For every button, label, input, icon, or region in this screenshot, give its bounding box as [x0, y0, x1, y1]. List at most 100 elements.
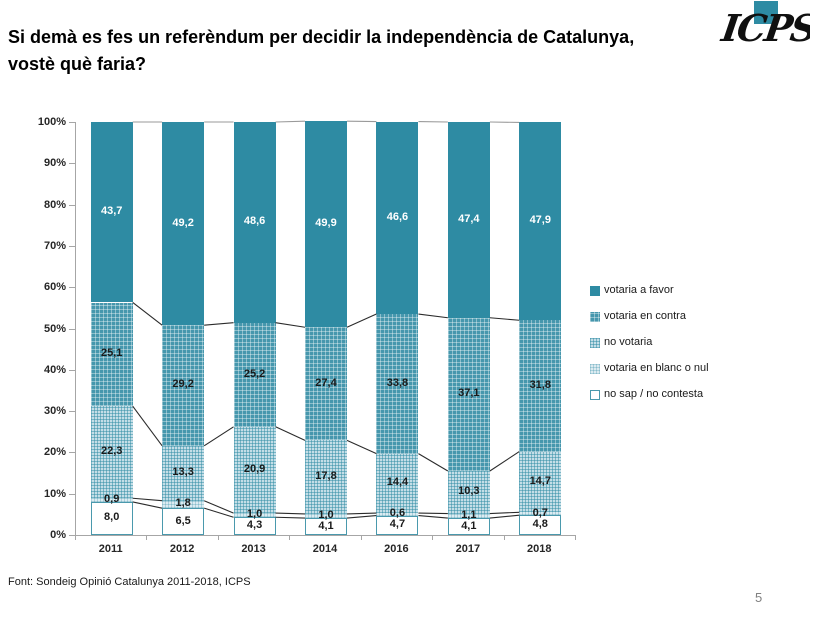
bar-segment-contra — [90, 302, 133, 407]
legend-item: votaria a favor — [590, 285, 709, 296]
series-line — [275, 120, 306, 123]
bar-segment-contra — [519, 320, 562, 452]
bar-segment-novotaria — [519, 451, 562, 513]
series-line — [418, 453, 449, 472]
bar-segment-contra — [162, 325, 205, 446]
bar-segment-novotaria — [305, 440, 347, 514]
logo-accent-square — [754, 1, 778, 24]
series-line — [489, 511, 520, 515]
series-line — [132, 501, 163, 509]
source-note: Font: Sondeig Opinió Catalunya 2011-2018… — [8, 576, 251, 588]
series-line — [203, 500, 234, 514]
x-tick-mark — [360, 536, 362, 540]
series-line — [346, 512, 377, 515]
bar-segment-nosap — [447, 518, 490, 535]
legend-item: votaria en contra — [590, 311, 709, 322]
y-tick-label: 50% — [43, 322, 66, 335]
page-number: 5 — [755, 590, 763, 605]
x-tick-mark — [146, 536, 148, 540]
bar-segment-contra — [447, 317, 490, 471]
y-tick-label: 30% — [43, 405, 66, 418]
y-tick-label: 90% — [43, 157, 66, 170]
y-tick-mark — [69, 122, 75, 123]
logo-text: ICPS — [718, 6, 810, 50]
x-tick-label: 2018 — [527, 543, 552, 555]
y-tick-label: 100% — [37, 116, 66, 128]
bar-segment-nosap — [233, 517, 276, 535]
x-tick-label: 2011 — [98, 543, 123, 555]
bar-segment-blanc — [233, 513, 276, 518]
series-line — [203, 507, 234, 518]
bar-segment-favor — [90, 122, 133, 303]
y-tick-mark — [69, 287, 75, 289]
y-tick-label: 60% — [43, 281, 66, 294]
bar-segment-contra — [376, 314, 419, 454]
y-tick-mark — [69, 328, 75, 330]
y-tick-mark — [69, 535, 75, 536]
bar-segment-favor — [447, 122, 490, 318]
x-tick-mark — [503, 536, 505, 540]
series-line — [489, 317, 520, 321]
plot-area: 8,0 6,5 4,3 4,1 4,7 4,1 4,8 0,9 1,8 1,0 1,0 0,6 1,1 0… — [75, 120, 576, 536]
bar-segment-novotaria — [233, 426, 276, 514]
bar-segment-nosap — [519, 515, 562, 535]
legend-item-label: votaria en contra — [604, 310, 686, 322]
slide-title-line2: vostè què faria? — [8, 54, 147, 74]
legend-item: no sap / no contesta — [590, 389, 709, 400]
legend: votaria a favor votaria en contra no votar… — [590, 285, 709, 400]
x-tick-label: 2013 — [241, 543, 266, 555]
bar-segment-blanc — [376, 513, 419, 516]
y-tick-label: 20% — [43, 446, 66, 459]
y-tick-label: 10% — [43, 487, 66, 500]
bar-segment-contra — [233, 322, 276, 427]
bar-segment-favor — [162, 122, 205, 326]
legend-swatch-nosap — [590, 389, 600, 400]
bar-segment-favor — [519, 122, 562, 321]
bar-segment-blanc — [447, 513, 490, 519]
icps-logo: ICPS — [718, 1, 810, 50]
legend-item-label: no sap / no contesta — [604, 388, 704, 400]
bar-segment-favor — [305, 121, 347, 328]
bar-segment-novotaria — [447, 471, 490, 514]
y-tick-label: 80% — [43, 198, 66, 211]
x-tick-label: 2014 — [312, 543, 338, 555]
y-tick-label: 0% — [50, 529, 66, 541]
bar-segment-blanc — [305, 513, 347, 519]
x-tick-mark — [432, 536, 434, 540]
bar-segment-nosap — [90, 501, 133, 535]
x-tick-label: 2016 — [384, 543, 409, 555]
series-lines — [132, 120, 520, 519]
bar-segment-novotaria — [90, 406, 133, 499]
legend-item: votaria en blanc o nul — [590, 363, 709, 374]
series-line — [418, 515, 448, 519]
x-tick-label: 2017 — [455, 543, 481, 555]
bar-segment-favor — [233, 122, 276, 323]
x-tick-mark — [289, 536, 291, 540]
legend-item-label: no votaria — [604, 336, 653, 348]
x-tick-mark — [217, 536, 219, 540]
x-tick-label: 2012 — [169, 543, 195, 555]
series-line — [346, 439, 377, 455]
y-tick-label: 40% — [43, 363, 66, 376]
series-line — [275, 516, 306, 519]
bar-segment-blanc — [90, 498, 133, 502]
series-line — [275, 426, 306, 441]
slide-title: Si demà es fes un referèndum per decidir… — [8, 24, 634, 78]
series-line — [203, 426, 234, 447]
legend-swatch-novotaria — [590, 337, 600, 348]
legend-swatch-favor — [590, 285, 600, 296]
series-line — [346, 515, 377, 519]
y-tick-mark — [69, 452, 75, 454]
bar-segment-novotaria — [162, 445, 205, 501]
bar-segment-novotaria — [376, 453, 419, 514]
legend-item-label: votaria a favor — [604, 284, 674, 296]
bar-segment-nosap — [162, 508, 205, 535]
bar-segment-contra — [305, 327, 347, 441]
bar-segment-blanc — [519, 512, 562, 516]
legend-swatch-contra — [590, 311, 600, 322]
y-tick-mark — [69, 204, 75, 206]
x-tick-mark — [575, 536, 576, 540]
y-tick-mark — [69, 411, 75, 413]
series-line — [132, 405, 163, 447]
